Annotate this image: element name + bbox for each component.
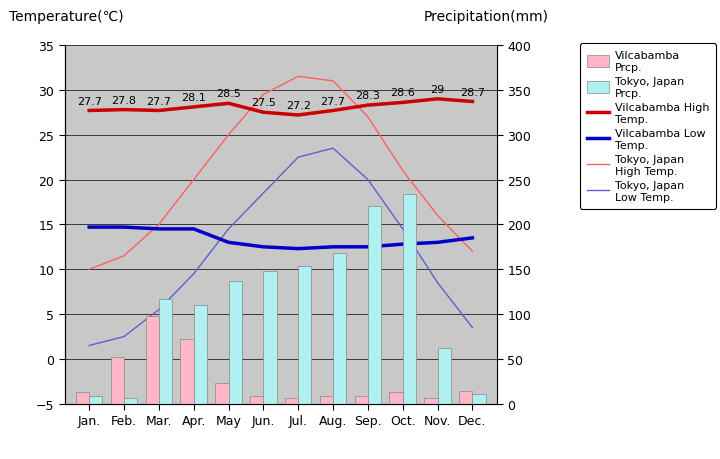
Bar [145,316,159,404]
Text: 27.8: 27.8 [112,95,137,106]
Legend: Vilcabamba
Prcp., Tokyo, Japan
Prcp., Vilcabamba High
Temp., Vilcabamba Low
Temp: Vilcabamba Prcp., Tokyo, Japan Prcp., Vi… [580,44,716,209]
Bar [76,392,89,404]
Text: 27.7: 27.7 [320,96,346,106]
Text: 28.5: 28.5 [216,89,241,99]
Text: 28.7: 28.7 [460,87,485,97]
Bar [424,397,438,404]
Bar [264,271,276,404]
Bar [89,396,102,404]
Bar [124,397,138,404]
Text: 27.7: 27.7 [77,96,102,106]
Bar [285,397,298,404]
Text: Precipitation(mm): Precipitation(mm) [423,11,549,24]
Bar [355,396,368,404]
Bar [333,253,346,404]
Text: 29: 29 [431,85,445,95]
Bar [438,348,451,404]
Bar [215,383,228,404]
Bar [320,396,333,404]
Text: 27.2: 27.2 [286,101,311,111]
Bar [181,340,194,404]
Bar [402,195,416,404]
Text: 28.1: 28.1 [181,93,206,103]
Text: 27.7: 27.7 [146,96,171,106]
Bar [159,299,172,404]
Bar [298,266,312,404]
Bar [111,358,124,404]
Text: 27.5: 27.5 [251,98,276,108]
Text: 28.6: 28.6 [390,88,415,98]
Text: 28.3: 28.3 [356,91,380,101]
Bar [390,392,402,404]
Bar [368,207,381,404]
Bar [472,394,486,404]
Bar [194,306,207,404]
Bar [459,392,472,404]
Bar [250,396,264,404]
Text: Temperature(℃): Temperature(℃) [9,11,123,24]
Bar [228,281,242,404]
